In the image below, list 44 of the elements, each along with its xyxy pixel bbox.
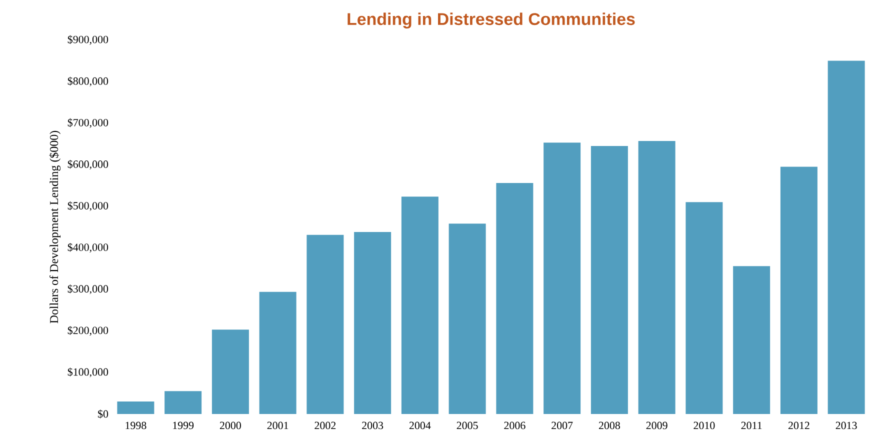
y-tick-label: $700,000 bbox=[68, 118, 108, 128]
bar bbox=[686, 202, 723, 414]
x-tick-label: 1998 bbox=[126, 422, 146, 430]
x-tick-label: 2002 bbox=[314, 422, 336, 430]
bar bbox=[448, 224, 486, 414]
bar bbox=[733, 266, 770, 414]
x-tick-label: 2011 bbox=[741, 422, 762, 430]
x-tick-label: 2009 bbox=[646, 422, 668, 430]
bar bbox=[259, 292, 296, 414]
y-tick-label: $600,000 bbox=[68, 160, 108, 170]
x-tick-label: 2008 bbox=[598, 422, 620, 430]
bar bbox=[496, 182, 534, 414]
bar bbox=[544, 142, 581, 414]
x-tick-label: 2000 bbox=[220, 422, 241, 430]
bar bbox=[212, 330, 249, 414]
x-tick-label: 1999 bbox=[173, 422, 194, 430]
bar bbox=[164, 391, 202, 414]
y-tick-label: $400,000 bbox=[68, 242, 108, 253]
y-tick-label: $500,000 bbox=[68, 201, 108, 212]
bar bbox=[638, 140, 676, 414]
bar bbox=[828, 60, 865, 414]
bar bbox=[590, 146, 628, 414]
y-tick-label: $100,000 bbox=[68, 368, 108, 378]
bar bbox=[354, 232, 392, 414]
y-tick-label: $900,000 bbox=[68, 35, 108, 45]
x-tick-label: 2006 bbox=[504, 422, 526, 430]
bar bbox=[306, 234, 344, 414]
bar bbox=[401, 196, 438, 414]
chart-title: Lending in Distressed Communities bbox=[348, 12, 635, 29]
y-tick-label: $300,000 bbox=[68, 284, 108, 294]
y-axis-title: Dollars of Development Lending ($000) bbox=[49, 130, 61, 324]
x-tick-label: 2012 bbox=[788, 422, 810, 430]
x-tick-label: 2003 bbox=[362, 422, 384, 430]
x-tick-label: 2001 bbox=[267, 422, 288, 430]
x-tick-label: 2004 bbox=[409, 422, 431, 430]
bar bbox=[117, 402, 154, 414]
x-tick-label: 2007 bbox=[552, 422, 573, 430]
x-tick-label: 2013 bbox=[836, 422, 857, 430]
x-tick-label: 2010 bbox=[694, 422, 715, 430]
y-tick-label: $800,000 bbox=[68, 76, 108, 86]
bar bbox=[780, 166, 818, 414]
x-tick-label: 2005 bbox=[456, 422, 478, 430]
y-tick-label: $0 bbox=[98, 410, 108, 418]
y-tick-label: $200,000 bbox=[68, 326, 108, 336]
